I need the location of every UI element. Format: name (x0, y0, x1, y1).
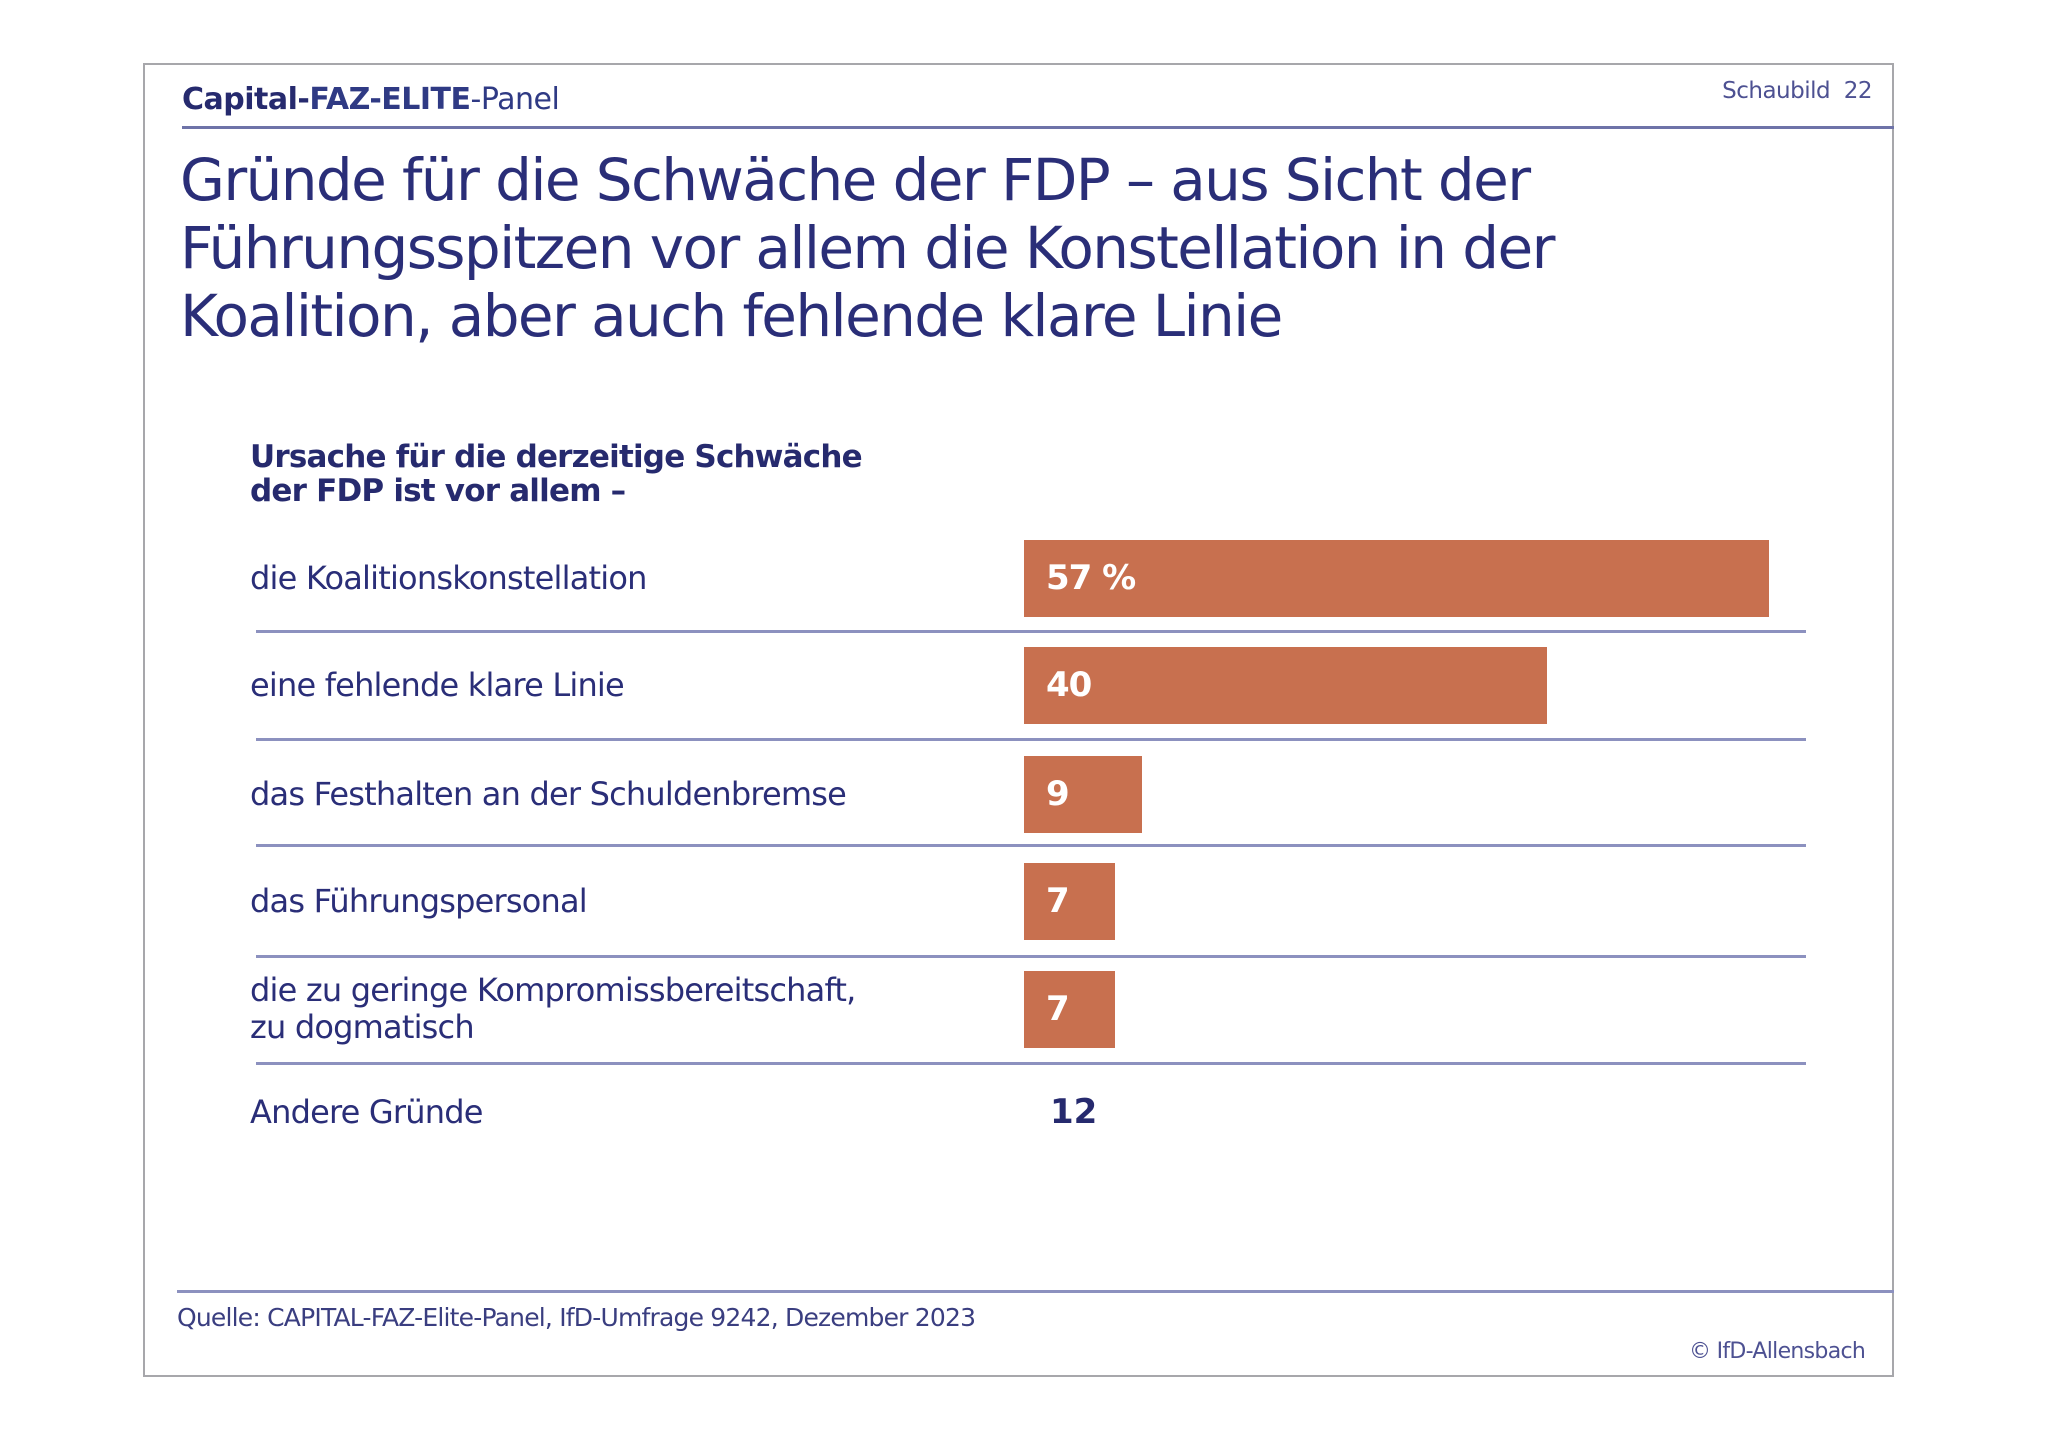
bar-value-label: 7 (1046, 881, 1070, 921)
category-label-line: das Führungspersonal (250, 881, 588, 920)
category-label: die zu geringe Kompromissbereitschaft, zu… (250, 971, 856, 1046)
panel-brand: Capital-FAZ-ELITE-Panel (182, 82, 560, 117)
row-separator (256, 1062, 1806, 1065)
title-line: Gründe für die Schwäche der FDP – aus Si… (180, 146, 1531, 214)
title-line: Führungsspitzen vor allem die Konstellat… (180, 214, 1555, 282)
bar: 57 % (1024, 540, 1769, 617)
value-label: 12 (1050, 1092, 1098, 1132)
bar: 40 (1024, 647, 1547, 724)
category-label-line: zu dogmatisch (250, 1008, 475, 1046)
brand-panel: -Panel (470, 82, 560, 117)
slide-frame (143, 63, 1894, 1377)
category-label: das Festhalten an der Schuldenbremse (250, 774, 847, 813)
category-label-line: die Koalitionskonstellation (250, 558, 647, 597)
subtitle-line: Ursache für die derzeitige Schwäche (250, 439, 863, 475)
chart-title: Gründe für die Schwäche der FDP – aus Si… (180, 146, 1780, 350)
header-divider (182, 126, 1894, 129)
row-separator (256, 844, 1806, 847)
figure-number: Schaubild 22 (1722, 78, 1872, 104)
row-separator (256, 738, 1806, 741)
bar: 7 (1024, 863, 1115, 940)
bar: 7 (1024, 971, 1115, 1048)
bar-value-label: 9 (1046, 774, 1070, 814)
category-label-line: Andere Gründe (250, 1092, 483, 1131)
category-label-line: die zu geringe Kompromissbereitschaft, (250, 971, 856, 1009)
brand-faz-elite: FAZ-ELITE (309, 82, 471, 117)
bar-value-label: 40 (1046, 665, 1092, 705)
subtitle-line: der FDP ist vor allem – (250, 473, 626, 509)
category-label: die Koalitionskonstellation (250, 558, 647, 597)
row-separator (256, 630, 1806, 633)
copyright: © IfD-Allensbach (1689, 1339, 1866, 1364)
brand-capital: Capital- (182, 82, 310, 117)
bar-value-label: 7 (1046, 989, 1070, 1029)
category-label: das Führungspersonal (250, 881, 588, 920)
bar: 9 (1024, 756, 1142, 833)
category-label-line: das Festhalten an der Schuldenbremse (250, 774, 847, 813)
footer-divider (177, 1290, 1894, 1293)
category-label-line: eine fehlende klare Linie (250, 665, 625, 704)
chart-subtitle: Ursache für die derzeitige Schwäche der … (250, 439, 863, 509)
bar-value-label: 57 % (1046, 558, 1136, 598)
category-label: eine fehlende klare Linie (250, 665, 625, 704)
category-label: Andere Gründe (250, 1092, 483, 1131)
title-line: Koalition, aber auch fehlende klare Lini… (180, 282, 1283, 350)
source-note: Quelle: CAPITAL-FAZ-Elite-Panel, IfD-Umf… (177, 1303, 976, 1332)
row-separator (256, 955, 1806, 958)
